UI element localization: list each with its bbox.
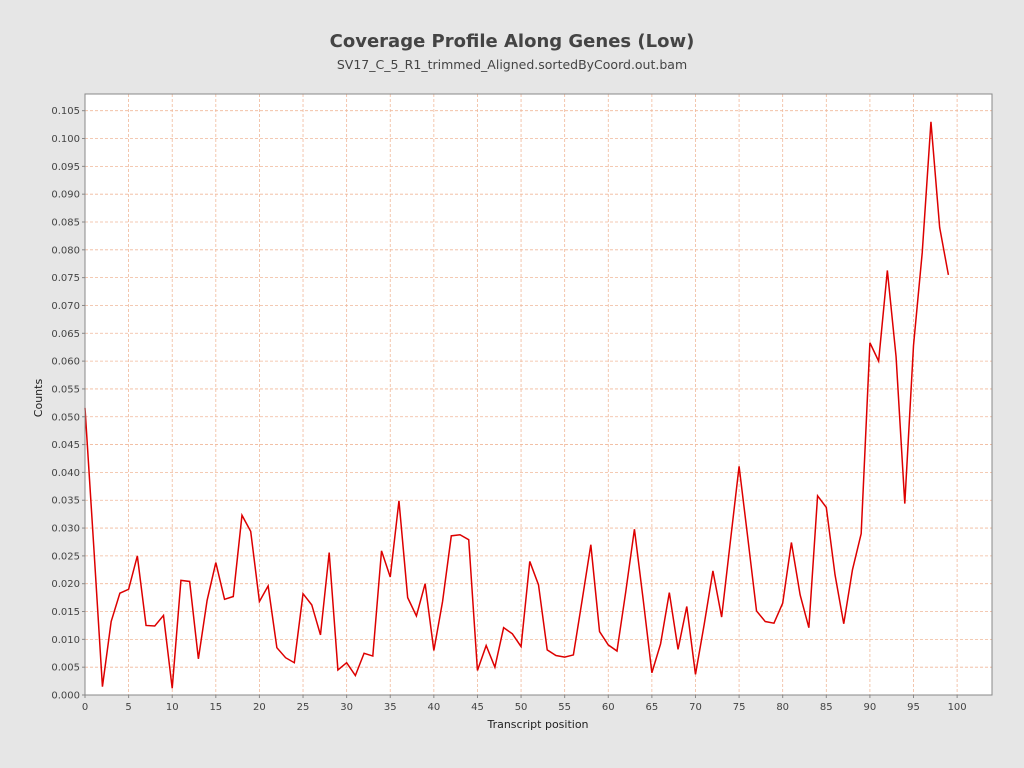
y-tick-label: 0.100 — [51, 134, 80, 145]
x-tick-label: 70 — [689, 702, 702, 713]
y-axis-title: Counts — [32, 379, 45, 418]
x-tick-label: 100 — [948, 702, 967, 713]
chart-title: Coverage Profile Along Genes (Low) — [329, 31, 695, 52]
x-tick-label: 5 — [125, 702, 131, 713]
y-tick-label: 0.090 — [51, 190, 80, 201]
y-tick-label: 0.035 — [51, 496, 80, 507]
x-tick-label: 25 — [297, 702, 310, 713]
x-tick-label: 50 — [515, 702, 528, 713]
y-tick-label: 0.030 — [51, 524, 80, 535]
grid-lines — [84, 94, 992, 696]
plot-area — [85, 94, 992, 695]
y-tick-label: 0.020 — [51, 579, 80, 590]
y-tick-label: 0.095 — [51, 162, 80, 173]
x-tick-label: 30 — [340, 702, 353, 713]
y-axis-ticks: 0.000 0.005 0.010 0.015 0.020 0.025 0.030 0.035… — [51, 106, 85, 702]
y-tick-label: 0.055 — [51, 384, 80, 395]
y-tick-label: 0.105 — [51, 106, 80, 117]
x-tick-label: 35 — [384, 702, 397, 713]
y-tick-label: 0.015 — [51, 607, 80, 618]
x-axis-title: Transcript position — [486, 718, 588, 731]
y-tick-label: 0.070 — [51, 301, 80, 312]
y-tick-label: 0.065 — [51, 329, 80, 340]
x-tick-label: 65 — [646, 702, 659, 713]
x-tick-label: 45 — [471, 702, 484, 713]
x-tick-label: 60 — [602, 702, 615, 713]
y-tick-label: 0.040 — [51, 468, 80, 479]
coverage-series-line — [84, 121, 950, 689]
x-tick-label: 80 — [776, 702, 789, 713]
x-tick-label: 40 — [427, 702, 440, 713]
x-tick-label: 95 — [907, 702, 920, 713]
y-tick-label: 0.050 — [51, 412, 80, 423]
y-tick-label: 0.085 — [51, 217, 80, 228]
x-tick-label: 10 — [166, 702, 179, 713]
x-tick-label: 75 — [733, 702, 746, 713]
x-tick-label: 90 — [864, 702, 877, 713]
x-tick-label: 15 — [209, 702, 222, 713]
x-tick-label: 0 — [82, 702, 88, 713]
y-tick-label: 0.075 — [51, 273, 80, 284]
y-tick-label: 0.000 — [51, 691, 80, 702]
x-tick-label: 85 — [820, 702, 833, 713]
plot-border — [84, 93, 993, 696]
y-tick-label: 0.045 — [51, 440, 80, 451]
chart-subtitle: SV17_C_5_R1_trimmed_Aligned.sortedByCoor… — [336, 57, 688, 72]
x-axis-ticks: 0 5 10 15 20 25 30 35 40 45 50 55 60 65 70 75 80 85 90 95 10… — [82, 695, 967, 713]
y-tick-label: 0.025 — [51, 551, 80, 562]
x-tick-label: 55 — [558, 702, 571, 713]
y-tick-label: 0.060 — [51, 357, 80, 368]
x-tick-label: 20 — [253, 702, 266, 713]
y-tick-label: 0.005 — [51, 663, 80, 674]
y-tick-label: 0.010 — [51, 635, 80, 646]
y-tick-label: 0.080 — [51, 245, 80, 256]
